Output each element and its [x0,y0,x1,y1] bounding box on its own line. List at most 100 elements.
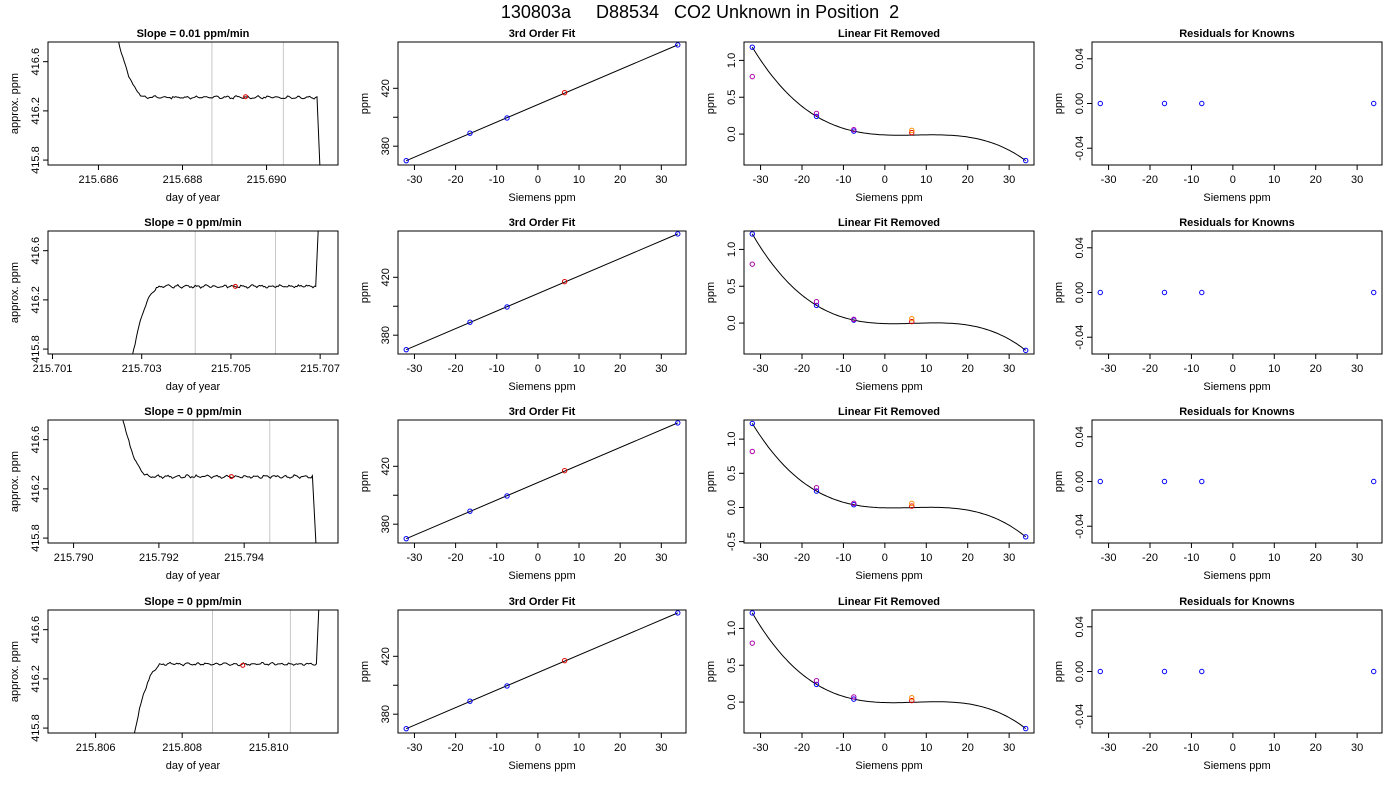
data-point [749,73,755,80]
data-point [909,315,915,322]
data-point [749,231,755,237]
x-tick-label: -30 [407,552,423,564]
x-tick-label: 20 [962,363,974,375]
y-tick-label: 0.00 [1074,471,1086,492]
y-tick-label: 0.5 [726,658,738,673]
x-tick-label: 215.701 [33,363,73,375]
cubic-fit-curve [751,423,1027,538]
y-tick-label: 415.8 [30,335,42,363]
plot-area [1097,289,1377,296]
data-point [1199,289,1205,296]
data-point [1097,478,1103,485]
panel-title: Linear Fit Removed [838,596,940,608]
data-point [1161,289,1168,296]
y-tick-label: 0.00 [1074,93,1086,114]
cubic-fit-curve [751,46,1026,162]
y-tick-label: 0.04 [1074,237,1086,258]
x-tick-label: -30 [753,742,769,754]
x-tick-label: -20 [794,363,810,375]
x-tick-label: -20 [448,174,464,186]
panel-title: Slope = 0.01 ppm/min [137,28,250,40]
data-point [504,683,510,689]
unknown-marker [228,474,234,480]
panel-title: 3rd Order Fit [509,217,576,229]
x-tick-label: 20 [1310,174,1322,186]
x-tick-label: 10 [573,174,585,186]
x-tick-label: 0 [1230,174,1236,186]
data-point [675,420,681,426]
y-tick-label: 0.00 [1074,661,1086,682]
data-point [1199,100,1205,107]
plot-area [749,610,1029,732]
data-point [561,467,568,474]
y-axis-label: approx. ppm [9,451,21,512]
x-tick-label: 30 [1003,742,1015,754]
x-axis-label: day of year [166,381,221,393]
x-tick-label: 10 [1268,363,1280,375]
x-tick-label: -20 [448,742,464,754]
x-tick-label: 30 [655,363,667,375]
data-point [1371,478,1377,485]
x-tick-label: 10 [920,174,932,186]
plot-area [133,610,320,733]
panel-title: Residuals for Knowns [1179,406,1295,418]
data-point [813,484,820,491]
data-point [675,42,681,48]
data-point [749,448,755,455]
y-tick-label: -0.04 [1074,325,1086,350]
data-point [749,44,755,50]
plot-frame [743,419,1035,544]
x-tick-label: 20 [614,363,626,375]
x-tick-label: -10 [835,552,851,564]
x-axis-label: Siemens ppm [1203,570,1270,582]
data-point [675,231,681,237]
x-tick-label: 20 [614,174,626,186]
x-tick-label: 10 [920,742,932,754]
panel-r4-c3: Linear Fit Removed -30 -20 -10 0 10 20 30 0.0 0.5… [705,596,1035,772]
plot-area [1097,478,1377,485]
unknown-marker [243,94,249,100]
data-point [813,678,820,684]
x-tick-label: 30 [655,174,667,186]
plot-frame [1091,609,1383,734]
plot-frame [743,41,1035,166]
data-point [504,304,510,310]
x-tick-label: 0 [882,552,888,564]
x-tick-label: -30 [1101,742,1117,754]
x-tick-label: 215.690 [247,174,287,186]
trace-line [133,610,320,733]
x-tick-label: 20 [962,742,974,754]
y-tick-label: 416.6 [30,426,42,454]
x-tick-label: -20 [1142,363,1158,375]
y-axis-label: approx. ppm [9,641,21,702]
y-tick-label: -0.5 [726,532,738,551]
data-point [561,278,568,285]
data-point [561,657,568,664]
data-point [675,610,681,616]
panel-title: Residuals for Knowns [1179,217,1295,229]
x-tick-label: 215.688 [163,174,203,186]
data-point [909,500,915,507]
cubic-fit-curve [751,612,1027,729]
x-tick-label: 0 [535,363,541,375]
x-tick-label: 10 [1268,742,1280,754]
data-point [909,697,915,704]
x-tick-label: 20 [1310,363,1322,375]
y-axis-label: ppm [1053,93,1065,114]
y-tick-label: 1.0 [726,431,738,446]
x-axis-label: Siemens ppm [855,192,922,204]
data-point [467,319,473,325]
x-tick-label: 10 [573,363,585,375]
y-tick-label: 415.8 [30,714,42,742]
x-tick-label: 10 [920,363,932,375]
fit-line [406,44,678,162]
y-tick-label: -0.04 [1074,704,1086,729]
data-point [813,488,820,494]
data-point [504,115,510,121]
data-point [749,610,755,616]
x-tick-label: 30 [1003,552,1015,564]
x-axis-label: day of year [166,760,221,772]
data-point [1023,725,1029,732]
data-point [403,157,409,164]
x-axis-label: Siemens ppm [855,570,922,582]
